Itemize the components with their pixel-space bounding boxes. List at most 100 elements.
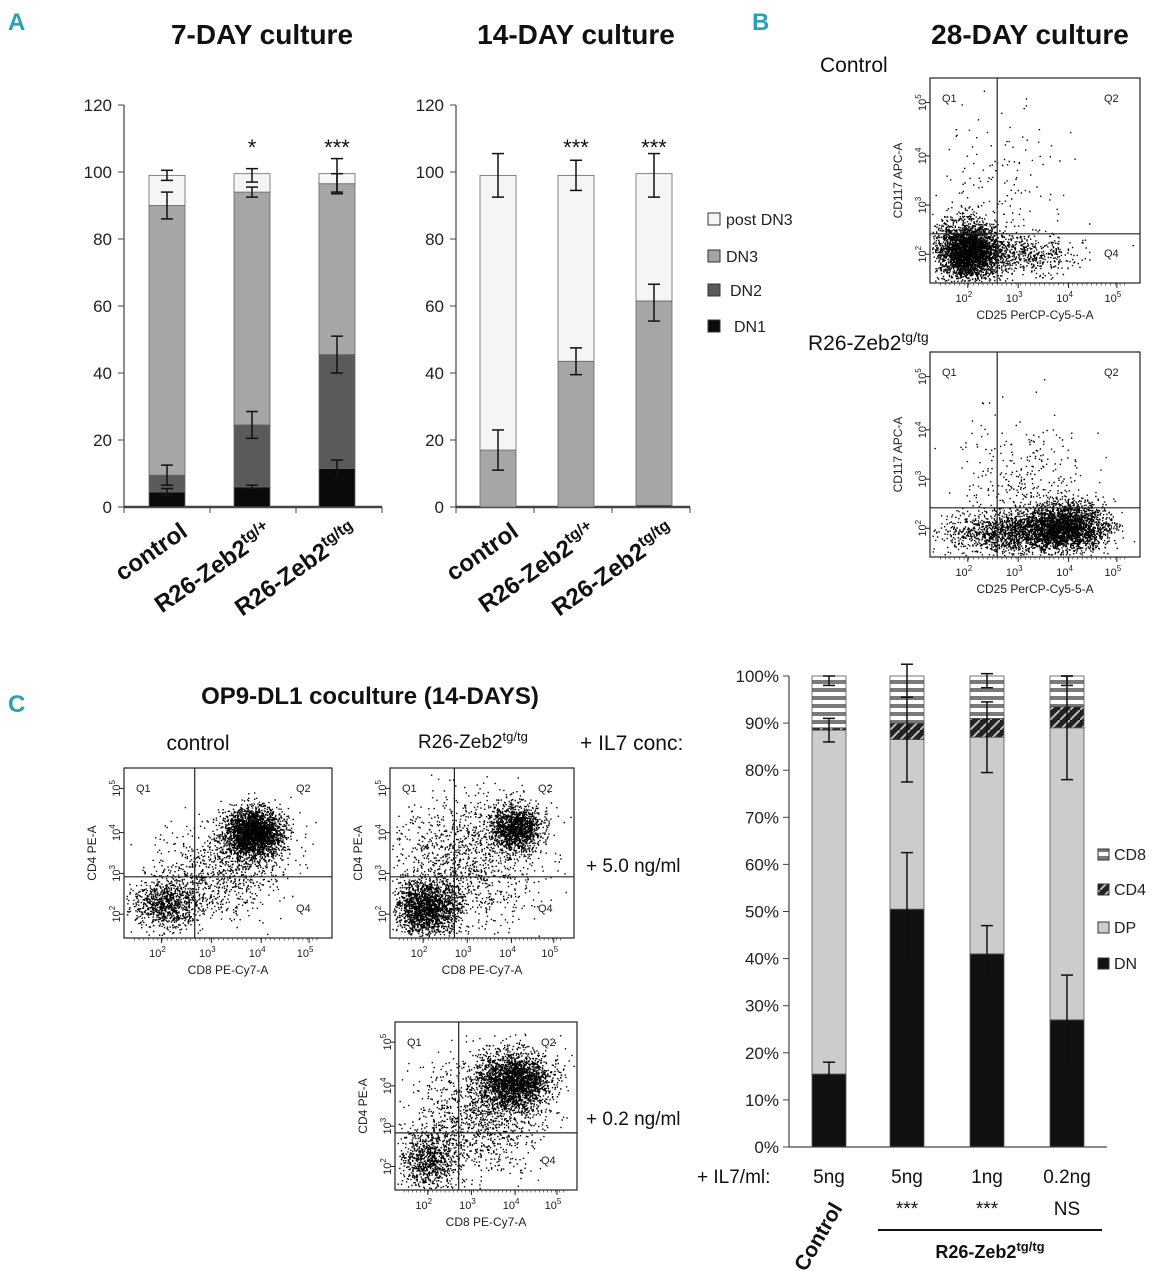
x-tick-label: 105: [1105, 290, 1122, 305]
event-dots: [392, 774, 572, 938]
quadrant-q2: Q2: [296, 783, 311, 795]
significance-label: ***: [641, 135, 667, 160]
bar-post-dn3: [479, 174, 517, 451]
legend-label-dn1: DN1: [734, 319, 766, 336]
chart-il7: 0% 10% 20% 30% 40% 50% 60% 70% 80% 90% 100% 5ng 5ng *…: [697, 663, 1107, 1275]
significance-label: NS: [1054, 1199, 1080, 1220]
y-axis-title: CD4 PE-A: [85, 825, 99, 880]
significance-label: ***: [563, 135, 589, 160]
title-28day: 28-DAY culture: [931, 19, 1129, 50]
y-tick-label: 70%: [745, 808, 779, 827]
x-tick-label: 103: [1006, 290, 1023, 305]
quadrant-q4: Q4: [538, 903, 553, 915]
y-tick-label: 103: [914, 470, 929, 487]
flow-plot-c-r26-02ng: Q1 Q2 Q4 102 103 104 105 102 103 104 105 CD8 PE-Cy7…: [356, 1021, 578, 1229]
x-tick-label: 103: [459, 1197, 476, 1212]
panel-label-b: B: [752, 9, 769, 36]
y-tick-label: 104: [374, 824, 389, 841]
legend-swatch-dn: [1097, 957, 1110, 970]
x-tick-label: 102: [415, 1197, 432, 1212]
legend-label-dn: DN: [1114, 956, 1137, 973]
y-tick-label: 102: [379, 1158, 394, 1175]
y-tick-label: 104: [914, 147, 929, 164]
quadrant-q4: Q4: [296, 903, 311, 915]
chart-7day: 020406080100120control*R26-Zeb2tg/+***R2…: [84, 96, 383, 622]
x-axis-title: CD25 PerCP-Cy5-5-A: [976, 308, 1093, 322]
y-tick-label: 103: [108, 865, 123, 882]
y-tick-label: 60: [93, 297, 112, 316]
quadrant-q1: Q1: [407, 1037, 422, 1049]
x-tick-label: 104: [503, 1197, 520, 1212]
legend-swatch-dn3: [707, 249, 721, 263]
y-tick-label: 40%: [745, 950, 779, 969]
conc-high-label: + 5.0 ng/ml: [586, 856, 681, 877]
quadrant-q1: Q1: [136, 783, 151, 795]
y-tick-label: 105: [914, 368, 929, 385]
bar-post-dn3: [557, 174, 595, 362]
bar-dp: [811, 729, 847, 1075]
y-tick-label: 102: [374, 905, 389, 922]
quadrant-q4: Q4: [541, 1155, 556, 1167]
legend-swatch-dp: [1097, 921, 1110, 934]
x-tick-label: 102: [955, 290, 972, 305]
y-axis-title: CD4 PE-A: [351, 825, 365, 880]
x-category-label: 5ng: [813, 1167, 845, 1188]
legend-label-cd4: CD4: [1114, 882, 1146, 899]
y-tick-label: 105: [914, 94, 929, 111]
y-tick-label: 30%: [745, 997, 779, 1016]
y-axis-title: CD4 PE-A: [356, 1078, 370, 1133]
conc-low-label: + 0.2 ng/ml: [586, 1109, 681, 1130]
y-tick-label: 80: [425, 230, 444, 249]
bar-dn1: [233, 486, 271, 508]
x-tick-label: 104: [1056, 564, 1073, 579]
y-tick-label: 120: [416, 96, 444, 115]
x-axis-title: CD8 PE-Cy7-A: [446, 1215, 527, 1229]
panel-label-c: C: [8, 691, 25, 718]
event-dots: [397, 1033, 575, 1190]
y-tick-label: 0%: [754, 1138, 779, 1157]
x-category-label: 0.2ng: [1043, 1167, 1091, 1188]
y-tick-label: 104: [108, 824, 123, 841]
flow-c-r26-label: R26-Zeb2tg/tg: [418, 729, 528, 753]
legend-label-postdn3: post DN3: [726, 212, 793, 229]
x-category-label: 1ng: [971, 1167, 1003, 1188]
x-tick-label: 105: [1105, 564, 1122, 579]
x-tick-label: 103: [455, 945, 472, 960]
group-label-r26: R26-Zeb2tg/tg: [935, 1239, 1044, 1262]
y-tick-label: 102: [914, 519, 929, 536]
x-category-label: 5ng: [891, 1167, 923, 1188]
x-axis-title: CD25 PerCP-Cy5-5-A: [976, 582, 1093, 596]
y-tick-label: 60: [425, 297, 444, 316]
y-tick-label: 103: [379, 1117, 394, 1134]
y-tick-label: 40: [93, 364, 112, 383]
x-tick-label: 105: [297, 945, 314, 960]
legend-label-dp: DP: [1114, 920, 1136, 937]
flow-plot-b-r26: Q1 Q2 Q4 102 103 104 105 102 103 104 105 CD25 PerCP…: [891, 351, 1141, 596]
quadrant-q2: Q2: [1104, 93, 1119, 105]
y-axis-title: CD117 APC-A: [891, 143, 905, 219]
y-tick-label: 20%: [745, 1044, 779, 1063]
flow-plot-c-control: Q1 Q2 Q4 102 103 104 105 102 103 104 105 CD8 PE-Cy7…: [85, 767, 333, 977]
flow-b-control-label: Control: [820, 54, 888, 77]
y-tick-label: 50%: [745, 903, 779, 922]
x-tick-label: 102: [955, 564, 972, 579]
event-dots: [126, 792, 317, 936]
legend-swatch-postdn3: [707, 212, 721, 226]
y-tick-label: 80%: [745, 761, 779, 780]
y-axis-title: CD117 APC-A: [891, 417, 905, 493]
quadrant-q2: Q2: [541, 1037, 556, 1049]
bar-dn3: [635, 300, 673, 506]
y-tick-label: 100%: [736, 667, 779, 686]
y-tick-label: 90%: [745, 714, 779, 733]
y-tick-label: 102: [108, 905, 123, 922]
y-tick-label: 40: [425, 364, 444, 383]
legend-swatch-dn2: [707, 283, 721, 297]
flow-c-control-label: control: [166, 732, 229, 755]
significance-label: ***: [896, 1199, 919, 1220]
flow-b-r26-label: R26-Zeb2tg/tg: [808, 329, 929, 355]
legend-label-dn2: DN2: [730, 283, 762, 300]
x-tick-label: 104: [499, 945, 516, 960]
legend-a: post DN3 DN3 DN2 DN1: [707, 212, 793, 336]
quadrant-q1: Q1: [942, 367, 957, 379]
title-14day: 14-DAY culture: [477, 19, 675, 50]
